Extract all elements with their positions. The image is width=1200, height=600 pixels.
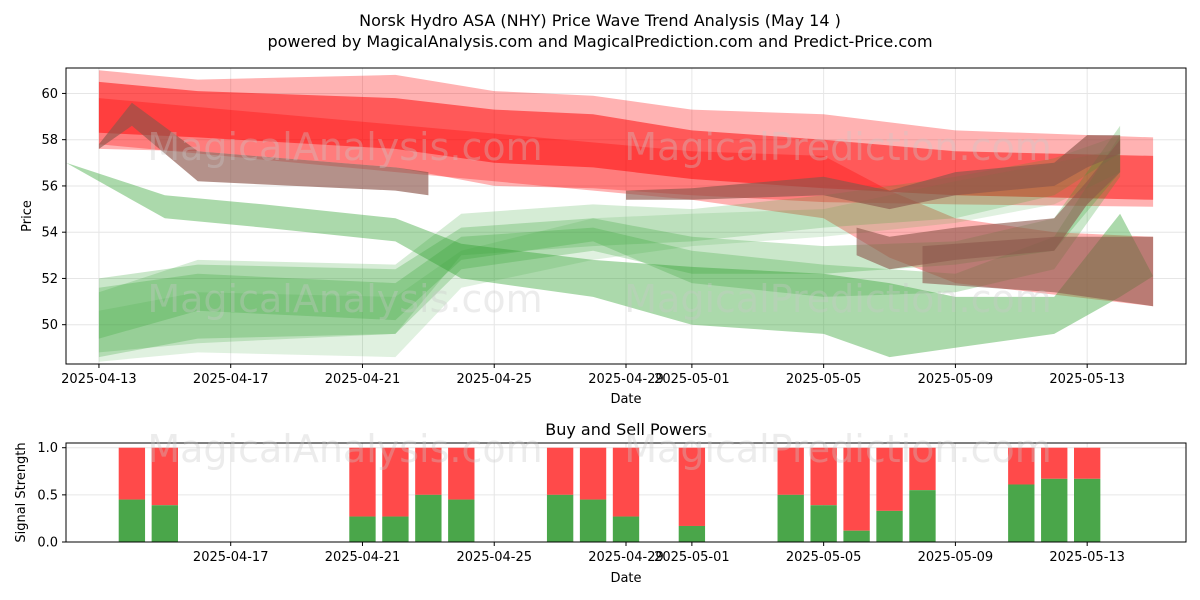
buy-power-bar bbox=[678, 525, 706, 542]
watermark-analysis: MagicalAnalysis.com bbox=[147, 277, 542, 321]
x-tick-label: 2025-05-05 bbox=[786, 550, 862, 565]
y-tick-label: 0.5 bbox=[37, 488, 58, 503]
x-tick-label: 2025-04-25 bbox=[456, 550, 532, 565]
buy-power-bar bbox=[810, 505, 837, 542]
y-tick-label: 50 bbox=[41, 318, 58, 333]
buy-power-bar bbox=[1008, 484, 1035, 542]
sell-power-bar bbox=[1074, 447, 1101, 479]
buy-power-bar bbox=[876, 510, 903, 542]
x-tick-label: 2025-05-01 bbox=[654, 372, 730, 387]
x-tick-label: 2025-04-25 bbox=[456, 372, 532, 387]
watermark-prediction: MagicalPrediction.com bbox=[624, 427, 1052, 471]
sell-power-bar bbox=[1041, 447, 1068, 479]
sell-power-bar bbox=[151, 447, 178, 506]
trend-band-brown bbox=[626, 135, 1121, 210]
sell-power-bar bbox=[579, 447, 607, 500]
sell-power-bar bbox=[1008, 447, 1035, 485]
trend-band-red bbox=[98, 81, 1154, 200]
sell-power-bar bbox=[777, 447, 804, 495]
y-tick-label: 52 bbox=[41, 272, 58, 287]
y-axis-label: Price bbox=[20, 200, 35, 232]
buy-power-bar bbox=[151, 505, 178, 542]
buy-power-bar bbox=[777, 494, 804, 542]
sell-power-bar bbox=[415, 447, 442, 495]
x-tick-label: 2025-05-13 bbox=[1049, 550, 1125, 565]
sell-power-bar bbox=[612, 447, 640, 517]
x-tick-label: 2025-04-17 bbox=[193, 372, 269, 387]
watermark-analysis: MagicalAnalysis.com bbox=[147, 125, 542, 169]
sell-power-bar bbox=[876, 447, 903, 511]
trend-band-green bbox=[98, 135, 1121, 339]
x-tick-label: 2025-05-09 bbox=[918, 550, 994, 565]
x-tick-label: 2025-05-09 bbox=[918, 372, 994, 387]
sell-power-bar bbox=[909, 447, 936, 491]
watermark-analysis: MagicalAnalysis.com bbox=[147, 427, 542, 471]
y-tick-label: 58 bbox=[41, 133, 58, 148]
trend-band-green bbox=[66, 162, 1154, 358]
trend-band-brown bbox=[98, 102, 429, 196]
trend-band-green bbox=[98, 125, 1121, 358]
buy-power-bar bbox=[448, 499, 475, 542]
sell-power-bar bbox=[382, 447, 409, 517]
buy-power-bar bbox=[909, 490, 936, 542]
buy-power-bar bbox=[349, 516, 376, 542]
signal-chart-title: Buy and Sell Powers bbox=[545, 420, 707, 439]
x-tick-label: 2025-04-13 bbox=[61, 372, 137, 387]
buy-power-bar bbox=[1041, 478, 1068, 542]
x-tick-label: 2025-05-13 bbox=[1049, 372, 1125, 387]
x-tick-label: 2025-04-21 bbox=[325, 550, 401, 565]
x-tick-label: 2025-05-01 bbox=[654, 550, 730, 565]
buy-power-bar bbox=[415, 494, 442, 542]
y-tick-label: 1.0 bbox=[37, 441, 58, 456]
sell-power-bar bbox=[546, 447, 574, 495]
y-tick-label: 54 bbox=[41, 226, 58, 241]
sell-power-bar bbox=[843, 447, 870, 531]
buy-power-bar bbox=[1074, 478, 1101, 542]
sell-power-bar bbox=[810, 447, 837, 506]
x-tick-label: 2025-04-29 bbox=[588, 550, 664, 565]
buy-power-bar bbox=[382, 516, 409, 542]
x-tick-label: 2025-04-21 bbox=[325, 372, 401, 387]
buy-power-bar bbox=[118, 499, 146, 542]
chart-title: Norsk Hydro ASA (NHY) Price Wave Trend A… bbox=[359, 11, 841, 30]
y-tick-label: 0.0 bbox=[37, 536, 58, 551]
price-chart: 2025-04-13 2025-04-17 2025-04-21 2025-04-25… bbox=[20, 67, 1187, 407]
x-axis-label: Date bbox=[610, 392, 641, 407]
y-tick-label: 56 bbox=[41, 179, 58, 194]
sell-power-bar bbox=[118, 447, 146, 500]
y-axis-label: Signal Strength bbox=[14, 442, 29, 542]
sell-power-bar bbox=[678, 447, 706, 526]
watermark-prediction: MagicalPrediction.com bbox=[624, 277, 1052, 321]
watermark-prediction: MagicalPrediction.com bbox=[624, 125, 1052, 169]
sell-power-bar bbox=[349, 447, 376, 517]
sell-power-bar bbox=[448, 447, 475, 500]
signal-chart: 2025-04-17 2025-04-21 2025-04-25 2025-04-29… bbox=[14, 420, 1187, 586]
buy-power-bar bbox=[579, 499, 607, 542]
trend-band-brown bbox=[922, 236, 1154, 307]
x-axis-label: Date bbox=[610, 571, 641, 586]
x-tick-label: 2025-04-29 bbox=[588, 372, 664, 387]
chart-subtitle: powered by MagicalAnalysis.com and Magic… bbox=[267, 32, 932, 51]
buy-power-bar bbox=[546, 494, 574, 542]
buy-power-bar bbox=[843, 530, 870, 542]
x-tick-label: 2025-04-17 bbox=[193, 550, 269, 565]
y-tick-label: 60 bbox=[41, 87, 58, 102]
buy-power-bar bbox=[612, 516, 640, 542]
x-tick-label: 2025-05-05 bbox=[786, 372, 862, 387]
